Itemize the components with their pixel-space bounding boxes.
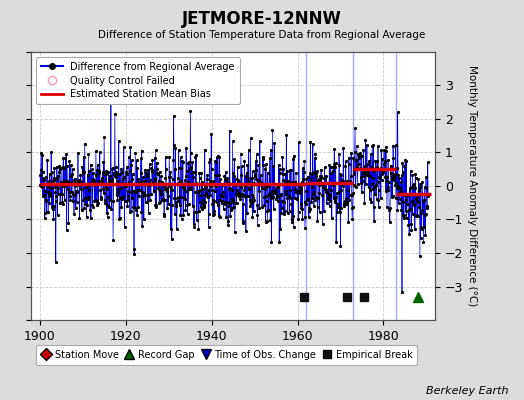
Text: Difference of Station Temperature Data from Regional Average: Difference of Station Temperature Data f… <box>99 30 425 40</box>
Text: JETMORE-12NNW: JETMORE-12NNW <box>182 10 342 28</box>
Y-axis label: Monthly Temperature Anomaly Difference (°C): Monthly Temperature Anomaly Difference (… <box>467 65 477 307</box>
Text: Berkeley Earth: Berkeley Earth <box>426 386 508 396</box>
Legend: Station Move, Record Gap, Time of Obs. Change, Empirical Break: Station Move, Record Gap, Time of Obs. C… <box>36 345 417 365</box>
